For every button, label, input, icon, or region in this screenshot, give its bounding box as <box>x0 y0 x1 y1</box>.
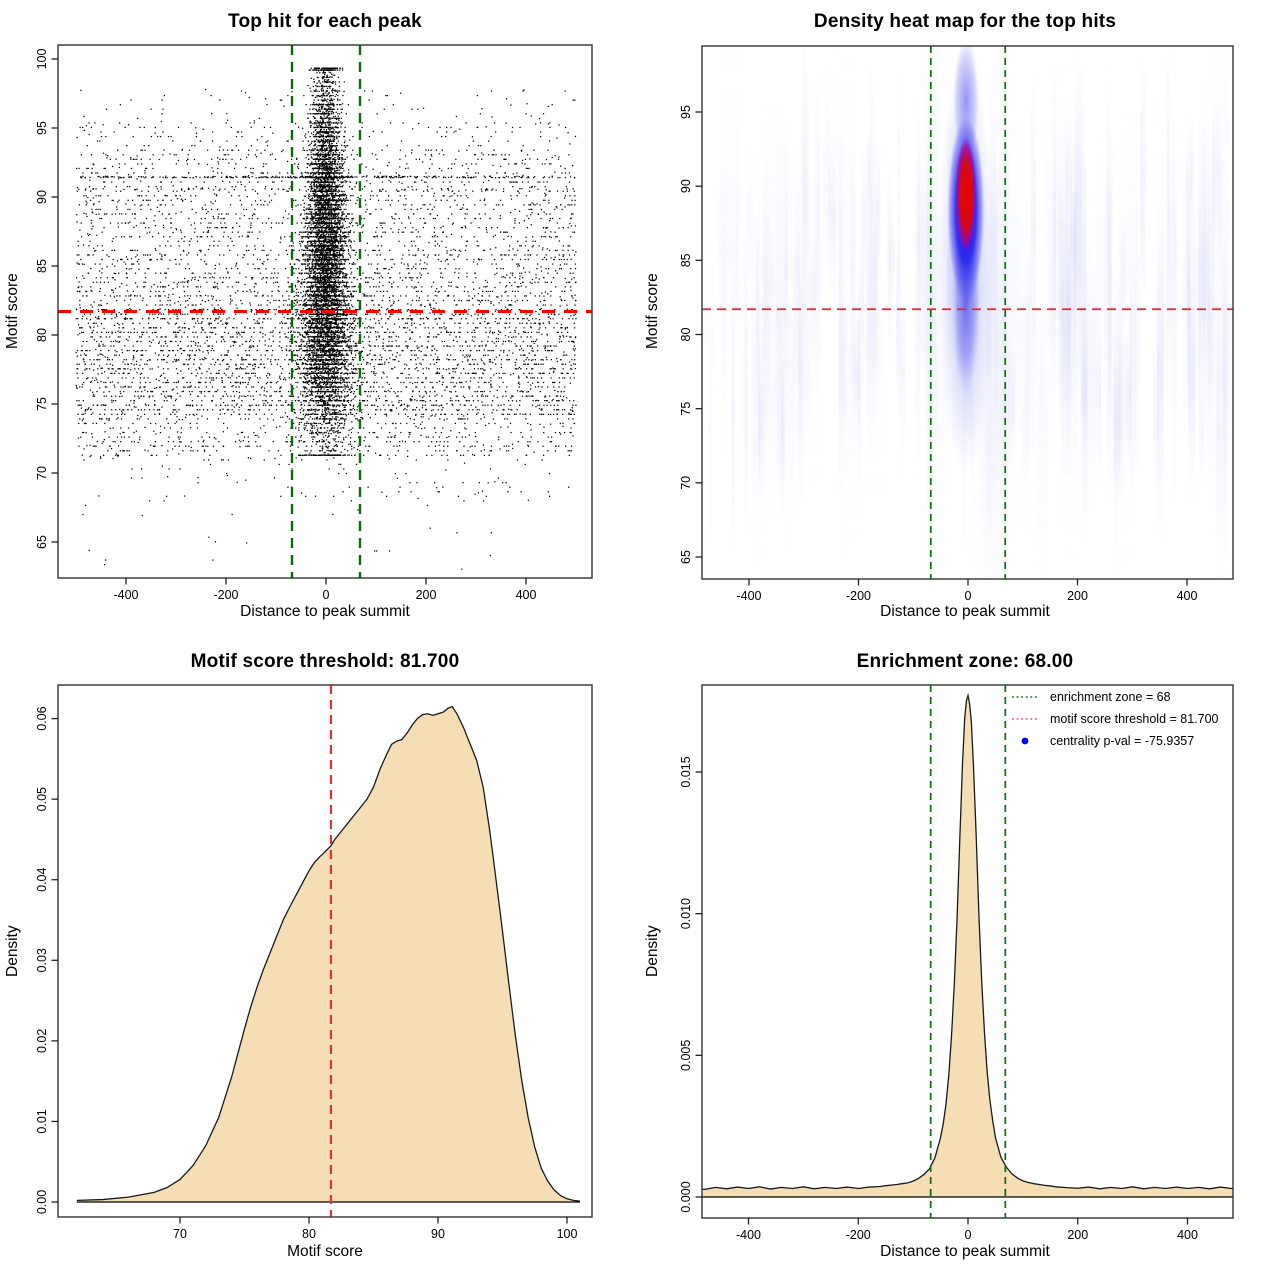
distance-density-canvas <box>640 640 1280 1280</box>
panel-enrichment-zone-density: Enrichment zone: 68.00 Distance to peak … <box>640 640 1280 1280</box>
legend-item-motif-score-threshold: motif score threshold = 81.700 <box>1010 709 1219 728</box>
point-marker-blue-icon <box>1021 737 1029 744</box>
x-axis-label: Distance to peak summit <box>240 603 410 620</box>
panel-motif-score-density: Motif score threshold: 81.700 Motif scor… <box>0 640 640 1280</box>
legend-item-enrichment-zone: enrichment zone = 68 <box>1010 687 1219 706</box>
y-axis-label: Density <box>4 925 21 978</box>
panel-density-heatmap: Density heat map for the top hits Distan… <box>640 0 1280 640</box>
y-axis-label: Motif score <box>644 273 661 350</box>
dotted-line-green-icon <box>1012 695 1038 698</box>
x-axis-label: Distance to peak summit <box>880 1243 1050 1260</box>
legend-item-centrality-pval: centrality p-val = -75.9357 <box>1010 731 1219 750</box>
heatmap-plot-canvas <box>640 0 1280 640</box>
dotted-line-red-icon <box>1012 717 1038 720</box>
legend-label: centrality p-val = -75.9357 <box>1050 733 1195 748</box>
legend-label: motif score threshold = 81.700 <box>1050 711 1219 726</box>
chart-title: Enrichment zone: 68.00 <box>856 651 1074 672</box>
panel-top-hit-scatter: Top hit for each peak Distance to peak s… <box>0 0 640 640</box>
y-axis-label: Density <box>644 925 661 978</box>
chart-title: Motif score threshold: 81.700 <box>190 651 460 672</box>
chart-title: Density heat map for the top hits <box>813 11 1117 32</box>
legend-label: enrichment zone = 68 <box>1050 689 1171 704</box>
x-axis-label: Distance to peak summit <box>880 603 1050 620</box>
score-density-canvas <box>0 640 640 1280</box>
x-axis-label: Motif score <box>287 1243 363 1260</box>
chart-title: Top hit for each peak <box>228 11 422 32</box>
scatter-plot-canvas <box>0 0 640 640</box>
y-axis-label: Motif score <box>4 273 21 350</box>
plot-legend: enrichment zone = 68 motif score thresho… <box>1010 687 1219 750</box>
